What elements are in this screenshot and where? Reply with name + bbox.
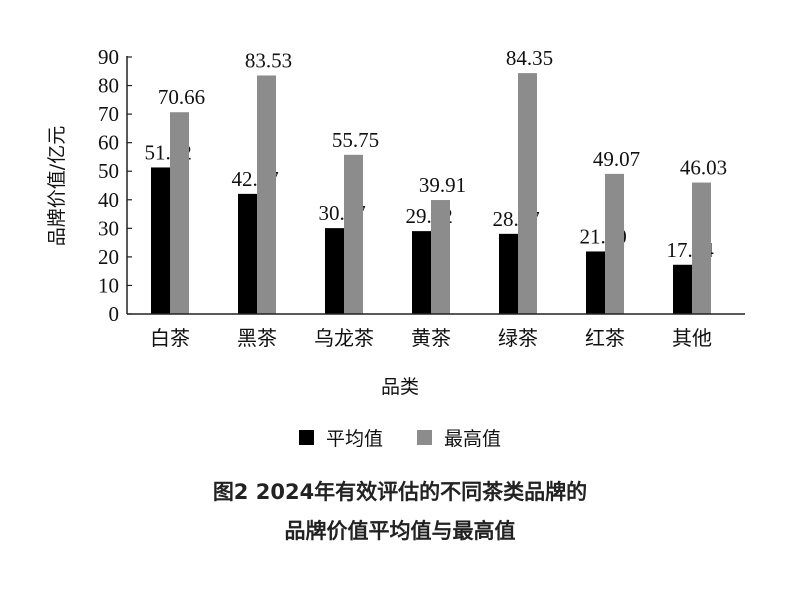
legend-item-max: 最高值 [417,424,501,451]
y-axis-label: 品牌价值/亿元 [46,125,68,247]
legend-swatch-average [298,430,314,445]
bar-max [692,182,711,314]
bar-average [325,228,344,314]
bar-average [151,167,170,314]
bar-average [238,193,257,314]
y-tick-label: 10 [98,273,119,297]
data-label-max: 49.07 [593,147,640,171]
y-tick-label: 50 [98,159,119,183]
bar-max [170,112,189,315]
data-label-max: 70.66 [158,85,205,109]
data-label-max: 55.75 [332,128,379,152]
y-tick-label: 70 [98,102,119,126]
y-tick-label: 90 [98,45,119,69]
x-tick-label: 黄茶 [411,326,451,350]
x-tick-label: 红茶 [585,326,625,350]
legend-swatch-max [417,430,432,445]
legend: 平均值 最高值 [0,424,800,451]
figure-caption-line2: 品牌价值平均值与最高值 [284,519,516,543]
y-tick-label: 40 [98,188,119,212]
data-label-max: 84.35 [506,46,553,70]
bar-max [344,154,363,314]
bar-average [412,231,431,314]
bar-max [605,173,624,314]
x-axis-label: 品类 [380,376,419,398]
bar-average [673,264,692,314]
data-label-max: 39.91 [419,173,466,197]
data-label-max: 83.53 [245,48,292,72]
y-tick-label: 30 [98,216,119,240]
legend-label-max: 最高值 [444,428,502,450]
x-axis: 白茶 黑茶 乌龙茶 黄茶 绿茶 红茶 其他 [127,313,745,350]
y-tick-label: 60 [98,131,119,155]
x-tick-label: 绿茶 [498,326,538,350]
x-tick-label: 白茶 [150,326,190,350]
bar-max [257,75,276,315]
bar-average [586,251,605,314]
legend-item-average: 平均值 [298,424,383,451]
x-tick-label: 乌龙茶 [314,326,374,350]
y-axis: 0 10 20 30 40 50 60 70 80 90 [98,45,132,326]
bar-max [431,200,450,314]
legend-label-average: 平均值 [325,428,383,450]
x-tick-label: 黑茶 [237,326,277,350]
bar-average [499,233,518,314]
y-tick-label: 80 [98,74,119,98]
figure-caption-line1: 图2 2024年有效评估的不同茶类品牌的 [212,480,588,504]
bar-max [518,73,537,315]
y-tick-label: 0 [109,302,120,326]
x-tick-label: 其他 [672,326,712,350]
data-label-max: 46.03 [680,156,727,180]
bars: 51.3270.6642.0783.5330.0755.7529.0239.91… [144,46,727,315]
y-tick-label: 20 [98,245,119,269]
